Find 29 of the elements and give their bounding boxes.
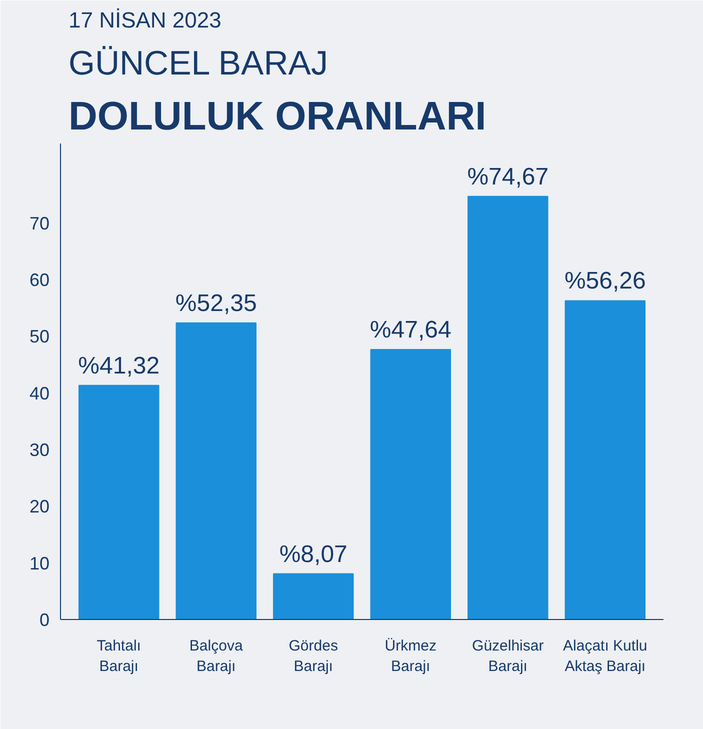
- x-tick-label: Tahtalı Barajı: [96, 638, 141, 675]
- y-tick-label: 30: [29, 440, 50, 460]
- x-tick-label: Alaçatı Kutlu Aktaş Barajı: [563, 638, 648, 675]
- bar: [468, 196, 548, 620]
- chart-subtitle: DOLULUK ORANLARI: [68, 94, 486, 138]
- bar: [272, 573, 354, 620]
- bar: [176, 322, 256, 620]
- data-label: %74,67: [467, 163, 549, 190]
- chart-title: GÜNCEL BARAJ: [68, 44, 328, 82]
- y-tick-label: 60: [29, 270, 50, 290]
- data-label: %8,07: [279, 540, 348, 568]
- x-tick-label: Güzelhisar Barajı: [472, 638, 544, 675]
- y-tick-label: 70: [29, 213, 50, 234]
- data-label: %47,64: [370, 316, 452, 344]
- data-label: %56,26: [564, 268, 646, 295]
- bar: [564, 300, 646, 620]
- text: 17 NİSAN 2023: [68, 8, 222, 32]
- y-tick-label: 10: [29, 553, 50, 574]
- y-tick-label: 20: [29, 496, 50, 517]
- y-tick-label: 0: [39, 610, 50, 630]
- y-tick-label: 50: [29, 326, 50, 347]
- data-label: %52,35: [175, 290, 257, 317]
- bar: [370, 349, 452, 620]
- bar: [78, 384, 160, 620]
- data-label: %41,32: [78, 352, 160, 380]
- x-tick-label: Gördes Barajı: [288, 638, 338, 675]
- x-tick-label: Ürkmez Barajı: [384, 638, 436, 675]
- y-tick-label: 40: [29, 383, 50, 404]
- x-tick-label: Balçova Barajı: [189, 638, 244, 675]
